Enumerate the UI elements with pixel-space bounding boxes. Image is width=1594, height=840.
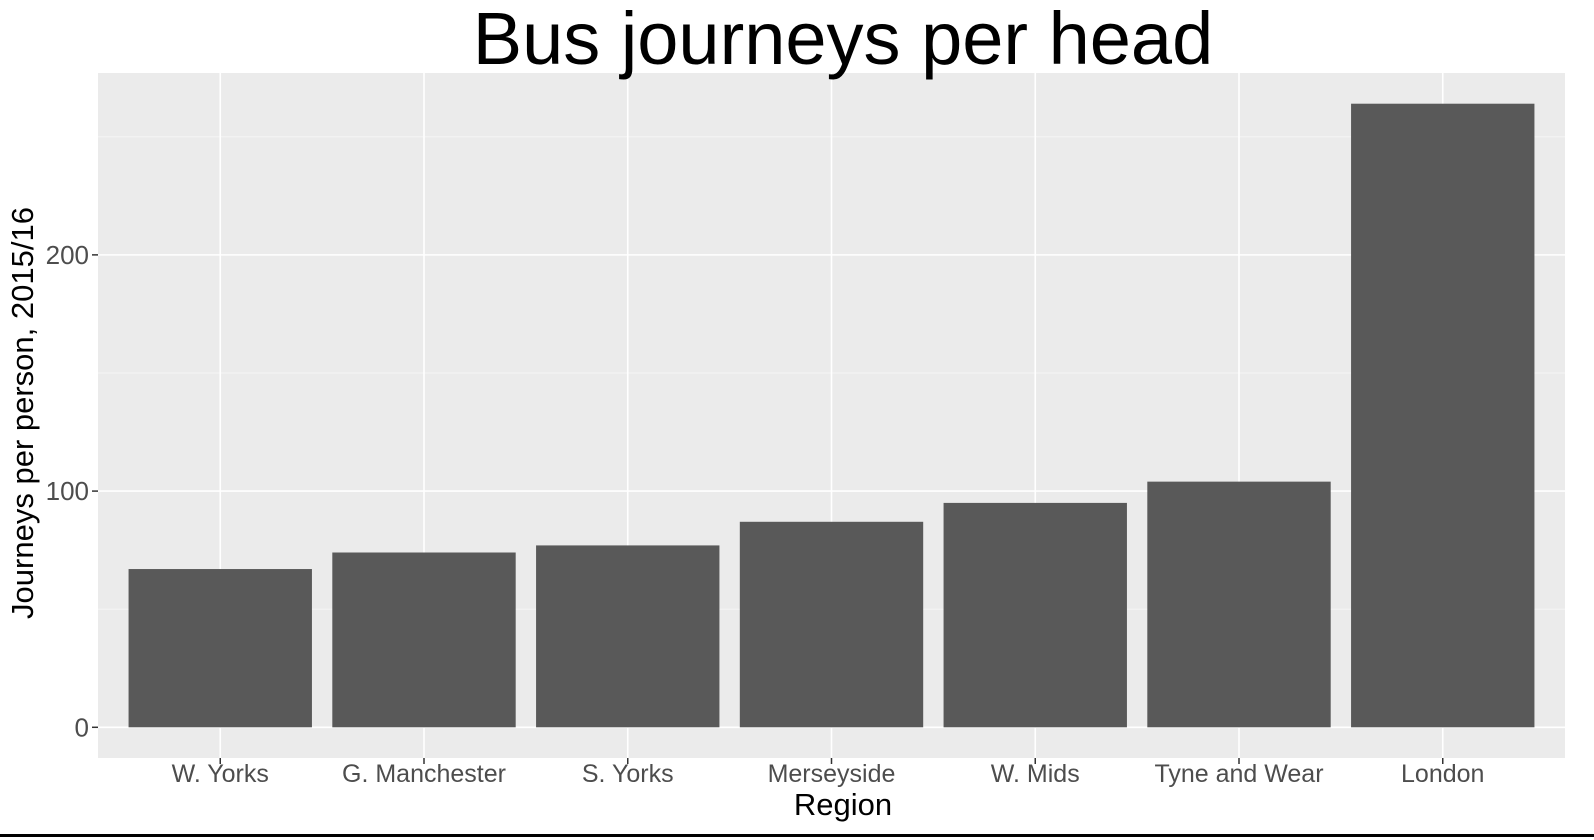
y-axis: 0 100 200 (46, 240, 98, 742)
y-axis-title: Journeys per person, 2015/16 (5, 207, 40, 619)
y-tick-label: 0 (75, 712, 89, 742)
bar (1147, 481, 1331, 728)
x-tick-label: S. Yorks (582, 760, 674, 788)
bar (1351, 103, 1535, 728)
x-tick-label: London (1401, 760, 1484, 788)
bar (943, 502, 1127, 728)
y-tick-label: 100 (46, 476, 89, 506)
x-tick-label: W. Mids (991, 760, 1080, 788)
bars (128, 103, 1535, 728)
x-axis: W. Yorks G. Manchester S. Yorks Merseyside W… (172, 758, 1484, 788)
x-tick-label: G. Manchester (342, 760, 506, 788)
bar (739, 521, 924, 728)
bottom-border-line (0, 834, 1594, 837)
x-tick-label: W. Yorks (172, 760, 269, 788)
bar (536, 545, 720, 728)
x-tick-label: Tyne and Wear (1154, 760, 1323, 788)
x-axis-title: Region (794, 787, 892, 822)
bar (128, 569, 312, 728)
x-tick-label: Merseyside (768, 760, 896, 788)
chart-title: Bus journeys per head (473, 0, 1213, 80)
y-tick-label: 200 (46, 240, 89, 270)
bar (332, 552, 516, 728)
